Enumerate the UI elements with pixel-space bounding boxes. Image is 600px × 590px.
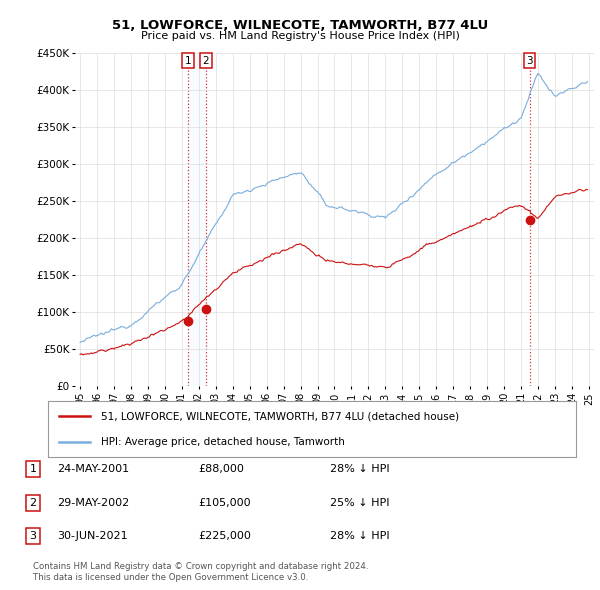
Text: 1: 1 — [29, 464, 37, 474]
Text: 2: 2 — [29, 498, 37, 507]
Text: 25% ↓ HPI: 25% ↓ HPI — [330, 498, 389, 507]
Text: 29-MAY-2002: 29-MAY-2002 — [57, 498, 129, 507]
Text: 24-MAY-2001: 24-MAY-2001 — [57, 464, 129, 474]
Text: 2: 2 — [202, 55, 209, 65]
Text: £225,000: £225,000 — [198, 532, 251, 541]
Text: £105,000: £105,000 — [198, 498, 251, 507]
Text: 28% ↓ HPI: 28% ↓ HPI — [330, 532, 389, 541]
Text: Contains HM Land Registry data © Crown copyright and database right 2024.: Contains HM Land Registry data © Crown c… — [33, 562, 368, 571]
Text: 51, LOWFORCE, WILNECOTE, TAMWORTH, B77 4LU (detached house): 51, LOWFORCE, WILNECOTE, TAMWORTH, B77 4… — [101, 411, 459, 421]
Text: 3: 3 — [29, 532, 37, 541]
Text: HPI: Average price, detached house, Tamworth: HPI: Average price, detached house, Tamw… — [101, 437, 344, 447]
Text: Price paid vs. HM Land Registry's House Price Index (HPI): Price paid vs. HM Land Registry's House … — [140, 31, 460, 41]
Text: 1: 1 — [185, 55, 191, 65]
Text: 51, LOWFORCE, WILNECOTE, TAMWORTH, B77 4LU: 51, LOWFORCE, WILNECOTE, TAMWORTH, B77 4… — [112, 19, 488, 32]
Text: £88,000: £88,000 — [198, 464, 244, 474]
Text: 30-JUN-2021: 30-JUN-2021 — [57, 532, 128, 541]
Text: This data is licensed under the Open Government Licence v3.0.: This data is licensed under the Open Gov… — [33, 572, 308, 582]
Text: 3: 3 — [526, 55, 533, 65]
Text: 28% ↓ HPI: 28% ↓ HPI — [330, 464, 389, 474]
Bar — [188, 53, 206, 386]
